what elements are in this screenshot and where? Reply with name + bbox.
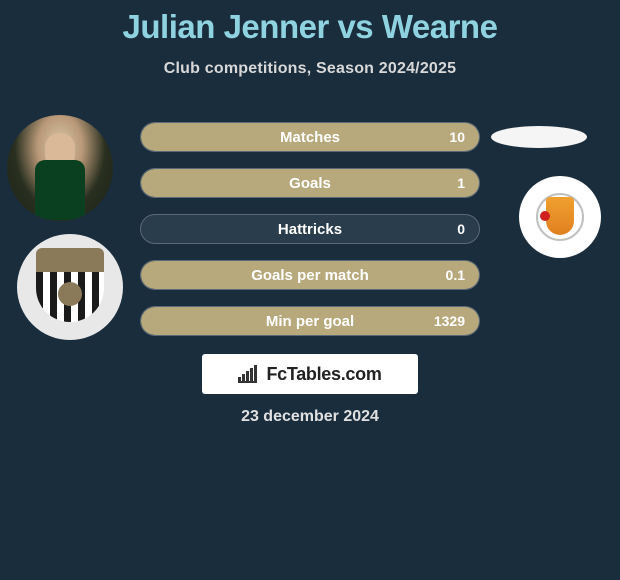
stat-row-min-per-goal: Min per goal 1329 — [140, 306, 480, 336]
stat-row-goals-per-match: Goals per match 0.1 — [140, 260, 480, 290]
stat-row-goals: Goals 1 — [140, 168, 480, 198]
stat-label: Goals — [141, 169, 479, 197]
notts-county-shield-icon — [36, 248, 104, 326]
bar-chart-icon — [238, 365, 260, 383]
stats-container: Matches 10 Goals 1 Hattricks 0 Goals per… — [140, 122, 480, 352]
date-label: 23 december 2024 — [0, 408, 620, 426]
stat-label: Matches — [141, 123, 479, 151]
stat-value: 1329 — [434, 307, 465, 335]
club-badge-left — [17, 234, 123, 340]
stat-label: Min per goal — [141, 307, 479, 335]
player-photo-left — [7, 115, 113, 221]
branding-badge: FcTables.com — [202, 354, 418, 394]
stat-value: 0.1 — [446, 261, 465, 289]
page-title: Julian Jenner vs Wearne — [0, 0, 620, 46]
stat-row-hattricks: Hattricks 0 — [140, 214, 480, 244]
stat-value: 1 — [457, 169, 465, 197]
mk-dons-logo-icon — [536, 193, 584, 241]
subtitle: Club competitions, Season 2024/2025 — [0, 60, 620, 78]
branding-text: FcTables.com — [266, 364, 381, 385]
stat-label: Goals per match — [141, 261, 479, 289]
stat-value: 10 — [449, 123, 465, 151]
stat-row-matches: Matches 10 — [140, 122, 480, 152]
player-photo-right-placeholder — [491, 126, 587, 148]
stat-value: 0 — [457, 215, 465, 243]
stat-label: Hattricks — [141, 215, 479, 243]
club-badge-right — [519, 176, 601, 258]
